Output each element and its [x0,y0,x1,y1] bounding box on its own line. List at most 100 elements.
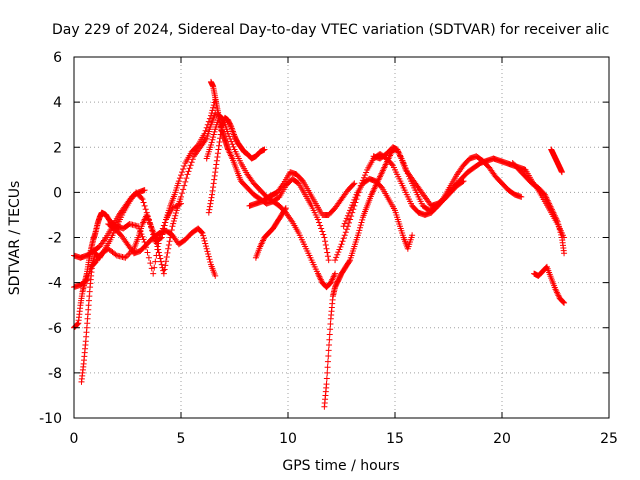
data-point [218,127,225,134]
data-point [152,258,159,265]
data-point [146,220,153,227]
data-point [203,245,210,252]
data-point [212,272,219,279]
chart-title: Day 229 of 2024, Sidereal Day-to-day VTE… [52,22,609,38]
data-point [163,254,170,261]
data-point [186,165,193,172]
data-point [194,143,201,150]
data-point [342,229,349,236]
series-arc10 [252,205,289,261]
data-point [543,264,550,271]
data-point [164,249,171,256]
data-point [207,112,214,119]
data-point [558,169,565,176]
data-point [180,166,187,173]
data-point [82,278,89,285]
data-point [181,182,188,189]
data-point [148,223,155,230]
data-point [208,110,215,117]
data-point [323,375,330,382]
data-point [351,196,358,203]
data-point [318,225,325,232]
data-point [176,175,183,182]
data-point [175,178,182,185]
y-tick-label: 2 [53,140,62,156]
x-tick-label: 15 [386,431,404,447]
x-tick-label: 5 [177,431,186,447]
data-point [324,249,331,256]
y-tick-label: -4 [48,276,62,292]
data-point [157,235,164,242]
data-point [157,255,164,262]
series-arc17 [531,263,568,306]
data-point [343,226,350,233]
data-point [165,242,172,249]
data-point [123,253,130,260]
data-point [206,256,213,263]
data-point [216,138,223,145]
data-point [358,219,365,226]
series-arc6 [207,78,332,264]
data-point [209,136,216,143]
data-point [339,238,346,245]
data-point [362,172,369,179]
data-point [211,128,218,135]
x-tick-label: 10 [279,431,297,447]
data-point [145,216,152,223]
data-point [158,234,165,241]
data-point [357,224,364,231]
data-point [205,118,212,125]
data-point [143,209,150,216]
data-point [217,135,224,142]
data-point [327,320,334,327]
data-point [185,168,192,175]
data-point [100,249,107,256]
data-point [206,203,213,210]
data-point [558,231,565,238]
data-point [210,131,217,138]
data-point [459,178,466,185]
data-point [320,231,327,238]
data-point [202,240,209,247]
data-point [327,326,334,333]
data-point [298,176,305,183]
data-point [204,121,211,128]
data-point [314,216,321,223]
data-point [211,176,218,183]
data-point [363,169,370,176]
data-point [347,207,354,214]
data-point [156,252,163,259]
data-point [139,196,146,203]
data-point [198,229,205,236]
data-point [326,331,333,338]
data-point [201,237,208,244]
data-point [340,223,347,230]
data-point [212,169,219,176]
data-point [155,249,162,256]
data-point [343,215,350,222]
data-point [322,238,329,245]
data-point [166,238,173,245]
data-point [561,299,568,306]
data-point [179,169,186,176]
data-point [210,184,217,191]
data-point [349,202,356,209]
data-point [202,243,209,250]
data-point [324,253,331,260]
data-point [230,143,237,150]
data-point [179,190,186,197]
data-point [140,236,147,243]
data-point [557,229,564,236]
data-point [227,135,234,142]
data-point [205,209,212,216]
series-arc8 [205,114,268,216]
data-point [173,210,180,217]
data-point [409,232,416,239]
data-point [206,115,213,122]
data-point [161,222,168,229]
data-point [181,163,188,170]
data-point [324,358,331,365]
data-point [165,245,172,252]
series-arc4 [71,187,148,261]
data-point [210,180,217,187]
